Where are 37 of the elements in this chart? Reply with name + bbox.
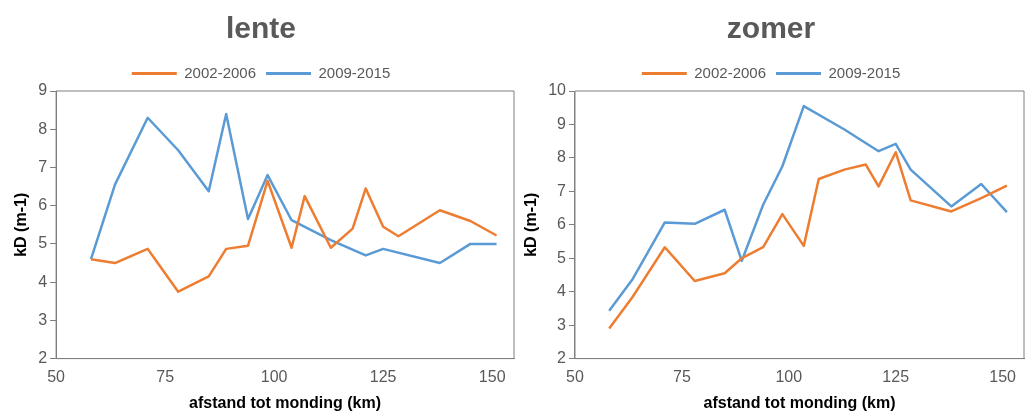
y-tick-label: 5 [38,234,48,252]
y-tick-label: 5 [557,248,567,266]
y-tick-label: 9 [38,81,48,99]
y-tick-label: 10 [548,81,567,99]
y-tick-label: 7 [557,181,567,199]
y-tick-label: 9 [557,114,567,132]
y-tick-label: 4 [38,272,48,290]
x-tick-label: 75 [673,367,691,385]
y-tick-label: 6 [38,196,48,214]
y-tick-label: 7 [38,157,48,175]
x-tick-label: 100 [775,367,803,385]
legend-label: 2002-2006 [694,63,766,81]
y-axis-title: kD (m-1) [12,192,30,257]
y-tick-label: 8 [557,148,567,166]
x-tick-label: 75 [156,367,175,385]
legend-label: 2009-2015 [318,63,391,81]
y-tick-label: 3 [557,315,567,333]
chart-title: lente [225,11,297,45]
x-tick-label: 125 [369,367,397,385]
legend-label: 2009-2015 [828,63,901,81]
x-tick-label: 150 [989,367,1017,385]
chart-title: zomer [726,11,816,45]
x-tick-label: 125 [882,367,910,385]
y-tick-label: 2 [38,349,48,367]
y-tick-label: 2 [557,349,567,367]
x-tick-label: 50 [566,367,584,385]
y-tick-label: 4 [557,282,567,300]
y-tick-label: 6 [557,215,567,233]
x-axis-title: afstand tot monding (km) [189,393,382,411]
x-tick-label: 50 [47,367,66,385]
y-tick-label: 8 [38,119,48,137]
y-tick-label: 3 [38,310,48,328]
x-tick-label: 150 [478,367,506,385]
x-tick-label: 100 [260,367,288,385]
y-axis-title: kD (m-1) [522,192,540,257]
legend-label: 2002-2006 [184,63,256,81]
x-axis-title: afstand tot monding (km) [703,393,896,411]
